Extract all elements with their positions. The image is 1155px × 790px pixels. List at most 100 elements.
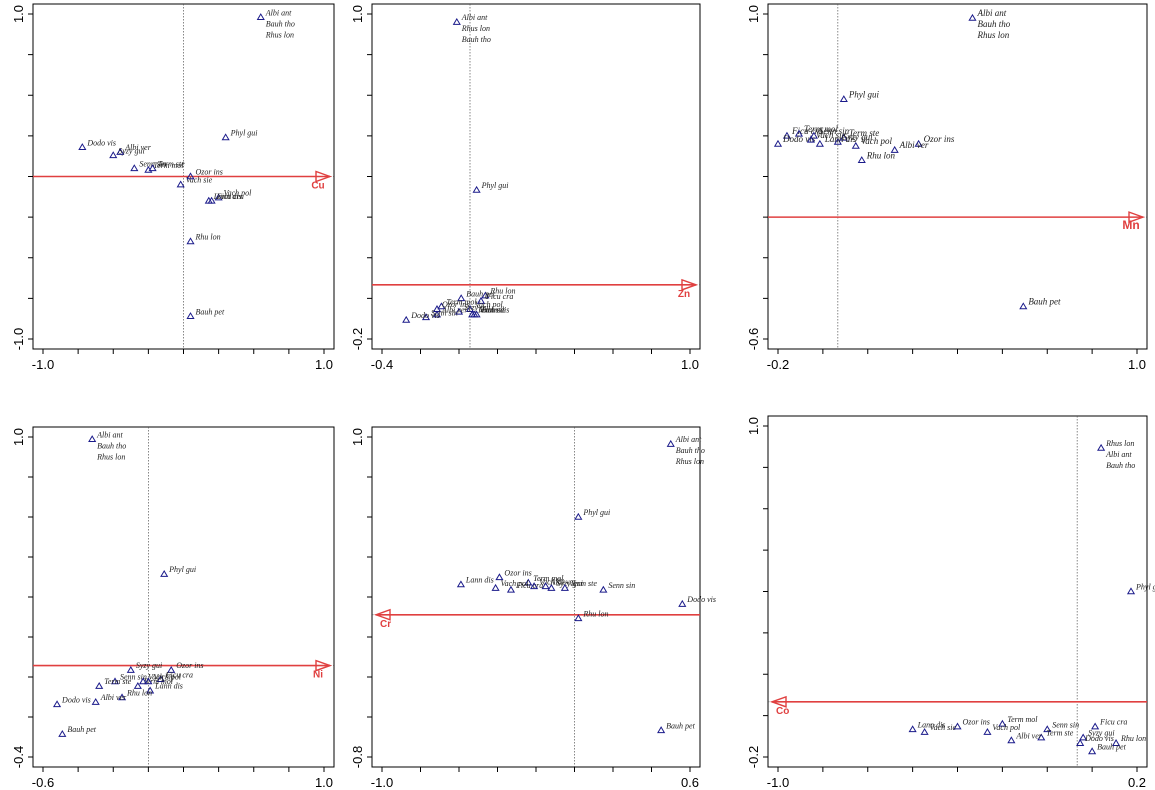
species-point — [95, 681, 104, 689]
species-label: Vach sie — [930, 723, 957, 732]
species-point — [1111, 739, 1121, 746]
species-point — [839, 133, 848, 141]
x-tick-label: -1.0 — [371, 775, 393, 790]
species-label: Ozor ins — [442, 300, 469, 309]
species-label: Albi ant — [461, 13, 488, 22]
biplot-panel-zn: -0.4 1.0 1.0 -0.2 Zn Albi ant Rhus lon Bauh tho… — [350, 3, 701, 372]
species-label: Syzy gui — [136, 661, 162, 670]
species-point — [481, 291, 490, 299]
species-label: Senn sin — [1052, 720, 1079, 729]
species-point — [214, 193, 223, 201]
species-label: Phyl gui — [582, 508, 610, 517]
species-point — [574, 614, 583, 622]
species-label: Phyl gui — [168, 565, 196, 574]
species-label: Term ste — [849, 128, 879, 138]
species-label: Lann dis — [213, 192, 242, 201]
species-label: Lann dis — [154, 682, 183, 691]
species-point — [920, 727, 929, 735]
species-point — [457, 294, 466, 302]
y-tick-label: -0.6 — [746, 328, 761, 350]
species-point — [476, 296, 486, 304]
species-point — [58, 729, 67, 737]
x-tick-label: -0.6 — [32, 775, 54, 790]
x-tick-label: -1.0 — [767, 775, 789, 790]
y-tick-label: -0.8 — [350, 746, 365, 768]
variable-label: Ni — [313, 670, 323, 681]
species-label: Vach pol — [475, 300, 504, 309]
x-tick-label: 1.0 — [1128, 357, 1146, 372]
species-label: Bauh pet — [67, 725, 96, 734]
species-point — [148, 164, 157, 172]
species-point — [657, 726, 666, 734]
species-point — [139, 677, 148, 685]
species-point — [133, 681, 142, 689]
species-label: Ficu cra — [791, 126, 823, 136]
species-label: Senn sin — [431, 308, 458, 317]
plot-frame — [32, 426, 335, 768]
species-label: Ficu cra — [485, 292, 513, 301]
species-label: Bauh pet — [666, 721, 695, 730]
species-point — [176, 180, 185, 188]
species-label: Vach sie — [479, 306, 506, 315]
y-tick-label: -0.2 — [350, 328, 365, 350]
species-point — [472, 185, 481, 193]
species-label: Bauh pet — [1028, 297, 1061, 307]
species-label: Phyl gui — [481, 181, 509, 190]
species-point — [857, 156, 866, 163]
species-point — [678, 599, 687, 607]
species-label: Rhu lon — [582, 609, 608, 618]
y-tick-label: 1.0 — [11, 428, 26, 446]
x-tick-label: 1.0 — [681, 357, 699, 372]
species-label: Ozor ins — [176, 661, 203, 670]
species-label: Term mol — [446, 298, 477, 307]
species-label: Ozor ins — [924, 134, 955, 144]
species-point — [109, 151, 118, 159]
variable-label: Zn — [678, 289, 690, 300]
plot-frame — [767, 415, 1148, 768]
species-point — [1037, 733, 1046, 741]
species-label: Albi ant — [1105, 450, 1132, 459]
species-point — [491, 583, 500, 591]
species-point — [530, 582, 539, 590]
x-tick-label: 0.2 — [1128, 775, 1146, 790]
x-tick-label: 1.0 — [315, 357, 333, 372]
y-tick-label: -0.4 — [11, 746, 26, 768]
species-label: Rhu lon — [866, 150, 896, 160]
plot-frame — [371, 3, 701, 350]
species-label: Senn sin — [120, 673, 147, 682]
species-point — [1019, 302, 1028, 310]
species-point — [204, 196, 213, 204]
species-label: Albi ver — [899, 140, 929, 150]
species-label: Dodo vis — [86, 138, 116, 147]
species-label: Vach pol — [224, 189, 253, 198]
species-label: Rhu lon — [1120, 734, 1146, 743]
arrowhead — [315, 659, 333, 672]
y-tick-label: 1.0 — [350, 5, 365, 23]
species-label: Bauh pet — [196, 307, 225, 316]
species-label: Senn sin — [608, 581, 635, 590]
species-point — [794, 129, 804, 137]
plot-frame — [767, 3, 1148, 350]
species-point — [547, 583, 556, 591]
species-label: Bauh tho — [97, 441, 126, 450]
species-label: Vach sie — [148, 673, 175, 682]
species-point — [773, 139, 783, 147]
species-point — [452, 17, 461, 25]
species-point — [52, 700, 62, 708]
species-point — [110, 677, 120, 685]
species-point — [1097, 443, 1106, 451]
species-label: Bauh tho — [1106, 461, 1135, 470]
species-label: Syzy gui — [843, 132, 873, 142]
species-label: Ficu cra — [515, 581, 543, 590]
x-tick-label: -0.4 — [371, 357, 393, 372]
species-point — [117, 693, 127, 701]
species-label: Albi ver — [550, 577, 577, 586]
species-point — [126, 665, 135, 673]
arrowhead — [1128, 211, 1146, 224]
species-label: Rhu lon — [489, 287, 515, 296]
species-label: Vach sie — [539, 577, 566, 586]
species-point — [890, 145, 899, 153]
variable-label: Cu — [311, 181, 324, 192]
